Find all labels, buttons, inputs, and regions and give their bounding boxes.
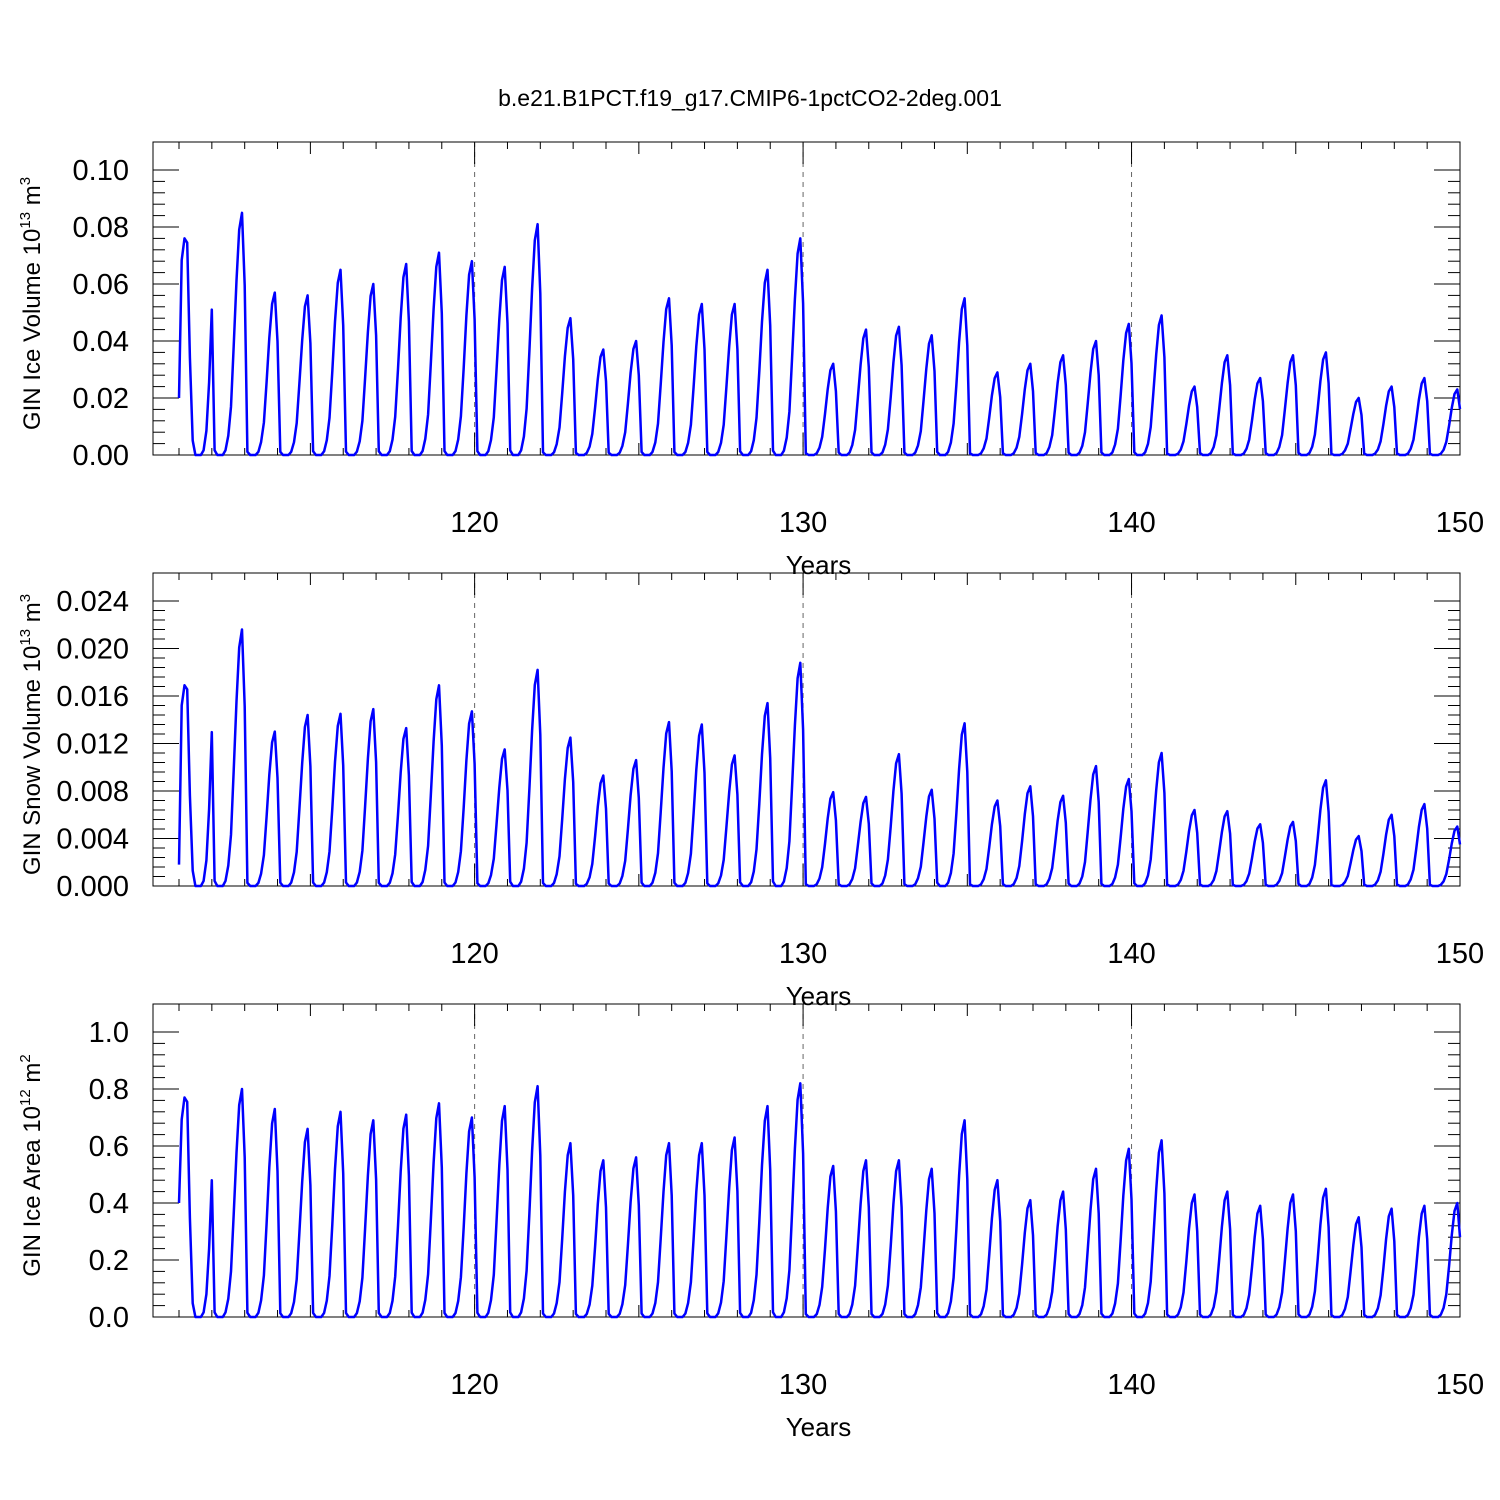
x-tick-label: 120 [450,1369,498,1401]
x-tick-label: 120 [450,938,498,970]
x-tick-label: 140 [1107,507,1155,539]
plot-frame [152,1003,1461,1318]
x-tick-label: 140 [1107,938,1155,970]
series-line [177,1082,1462,1319]
panel-1: 0.00 0.02 0.04 0.06 0.08 0.10 120 130 140 150 Year… [17,141,1484,580]
x-tick-label: 150 [1436,507,1484,539]
x-tick-label: 150 [1436,1369,1484,1401]
y-tick-label: 0.00 [73,440,129,472]
x-axis-label: Years [786,1412,852,1442]
plot-frame [152,572,1461,887]
x-tick-label: 130 [779,938,827,970]
y-tick-label: 0.8 [89,1074,129,1106]
x-axis-label: Years [786,550,852,580]
x-tick-label: 130 [779,1369,827,1401]
y-tick-label: 1.0 [89,1017,129,1049]
x-tick-label: 150 [1436,938,1484,970]
y-tick-label: 0.000 [56,871,129,903]
x-tick-label: 130 [779,507,827,539]
y-tick-label: 0.06 [73,269,129,301]
series-line [177,211,1462,457]
x-axis-label: Years [786,981,852,1011]
y-tick-label: 0.008 [56,776,129,808]
y-tick-label: 0.04 [73,326,129,358]
x-tick-label: 120 [450,507,498,539]
y-tick-label: 0.024 [56,586,129,618]
y-axis-label: GIN Ice Area 1012 m2 [17,1054,46,1276]
y-tick-label: 0.004 [56,824,129,856]
y-tick-label: 0.012 [56,729,129,761]
y-tick-label: 0.08 [73,212,129,244]
panel-2: 0.000 0.004 0.008 0.012 0.016 0.020 0.024 120 13… [17,572,1484,1011]
series-line [177,628,1462,888]
y-tick-label: 0.020 [56,634,129,666]
chart-title: b.e21.B1PCT.f19_g17.CMIP6-1pctCO2-2deg.0… [498,85,1002,111]
y-tick-label: 0.0 [89,1302,129,1334]
y-axis-label: GIN Ice Volume 1013 m3 [17,177,46,430]
panel-3: 0.0 0.2 0.4 0.6 0.8 1.0 120 130 140 150 Years GIN I… [17,1003,1484,1442]
y-axis-label: GIN Snow Volume 1013 m3 [17,594,46,875]
y-tick-label: 0.6 [89,1131,129,1163]
x-tick-label: 140 [1107,1369,1155,1401]
y-tick-label: 0.016 [56,681,129,713]
y-tick-label: 0.02 [73,383,129,415]
y-tick-label: 0.4 [89,1188,129,1220]
y-tick-label: 0.10 [73,155,129,187]
y-tick-label: 0.2 [89,1245,129,1277]
panels: 0.00 0.02 0.04 0.06 0.08 0.10 120 130 140 150 Year… [17,141,1484,1442]
